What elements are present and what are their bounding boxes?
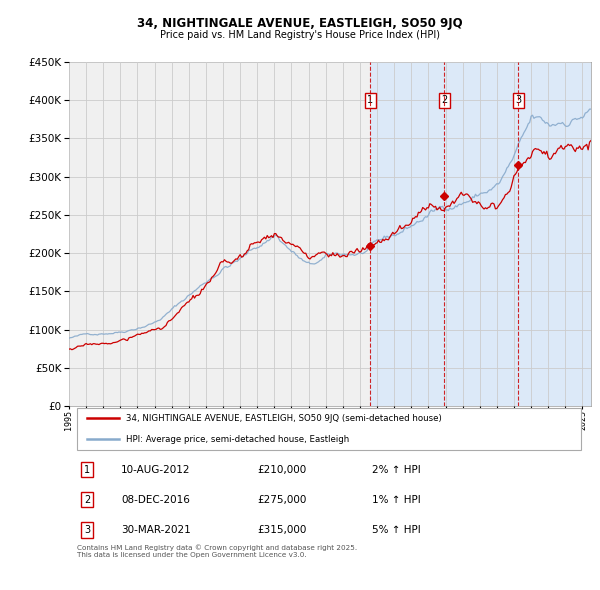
Text: 08-DEC-2016: 08-DEC-2016 xyxy=(121,495,190,505)
Text: 30-MAR-2021: 30-MAR-2021 xyxy=(121,525,191,535)
Text: £315,000: £315,000 xyxy=(257,525,306,535)
FancyBboxPatch shape xyxy=(77,408,581,450)
Bar xyxy=(445,62,518,406)
Bar xyxy=(370,62,445,406)
Text: 2% ↑ HPI: 2% ↑ HPI xyxy=(372,464,421,474)
Text: 2: 2 xyxy=(84,495,91,505)
Text: 1: 1 xyxy=(84,464,91,474)
Text: £210,000: £210,000 xyxy=(257,464,306,474)
Text: 10-AUG-2012: 10-AUG-2012 xyxy=(121,464,191,474)
Text: Contains HM Land Registry data © Crown copyright and database right 2025.
This d: Contains HM Land Registry data © Crown c… xyxy=(77,544,357,558)
Text: 34, NIGHTINGALE AVENUE, EASTLEIGH, SO50 9JQ: 34, NIGHTINGALE AVENUE, EASTLEIGH, SO50 … xyxy=(137,17,463,30)
Text: 1% ↑ HPI: 1% ↑ HPI xyxy=(372,495,421,505)
Text: HPI: Average price, semi-detached house, Eastleigh: HPI: Average price, semi-detached house,… xyxy=(127,435,350,444)
Text: 34, NIGHTINGALE AVENUE, EASTLEIGH, SO50 9JQ (semi-detached house): 34, NIGHTINGALE AVENUE, EASTLEIGH, SO50 … xyxy=(127,414,442,423)
Text: 1: 1 xyxy=(367,95,373,105)
Text: 5% ↑ HPI: 5% ↑ HPI xyxy=(372,525,421,535)
Text: 3: 3 xyxy=(84,525,91,535)
Text: 3: 3 xyxy=(515,95,521,105)
Bar xyxy=(518,62,591,406)
Text: Price paid vs. HM Land Registry's House Price Index (HPI): Price paid vs. HM Land Registry's House … xyxy=(160,30,440,40)
Text: 2: 2 xyxy=(441,95,448,105)
Text: £275,000: £275,000 xyxy=(257,495,306,505)
